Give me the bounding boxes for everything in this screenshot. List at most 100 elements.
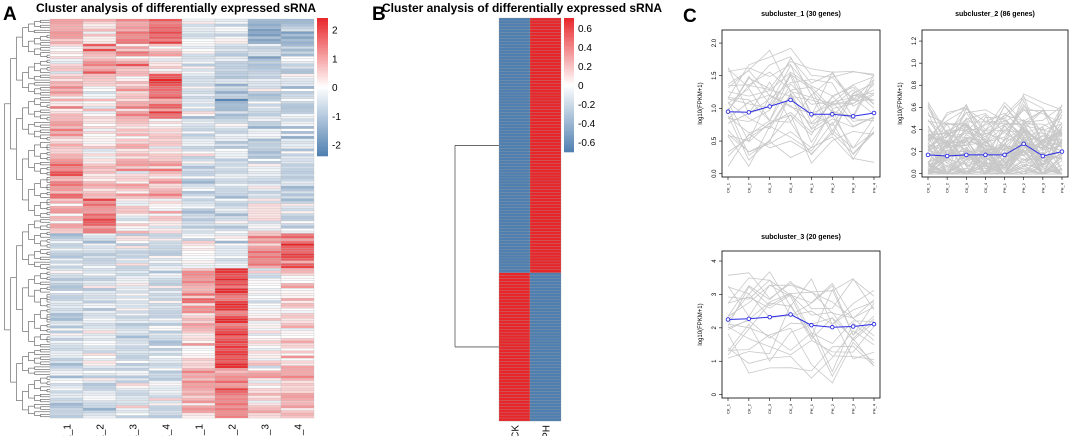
mean-point xyxy=(809,322,814,328)
heatmap-a-cell xyxy=(115,392,150,396)
heatmap-a-cell xyxy=(148,86,183,89)
heatmap-a-cell xyxy=(181,61,216,65)
heatmap-a-cell xyxy=(181,36,216,40)
heatmap-a-cell xyxy=(148,48,183,52)
heatmap-a-cell xyxy=(49,243,84,247)
heatmap-a-column-label: PH_3 xyxy=(261,424,272,436)
heatmap-a-cell xyxy=(82,43,117,47)
heatmap-a-cell xyxy=(82,188,117,192)
heatmap-a-cell xyxy=(247,333,282,336)
heatmap-a-cell xyxy=(115,96,150,99)
heatmap-a-cell xyxy=(49,205,84,209)
row-dendrogram-b xyxy=(454,145,499,348)
heatmap-a-cell xyxy=(247,348,282,351)
heatmap-a-cell xyxy=(115,91,150,94)
heatmap-a-cell xyxy=(280,153,315,157)
heatmap-a-cell xyxy=(247,106,282,109)
heatmap-a-cell xyxy=(49,290,84,294)
heatmap-a-cell xyxy=(82,58,117,62)
gene-line xyxy=(927,109,1063,151)
heatmap-a-cell xyxy=(247,91,282,94)
heatmap-a-cell xyxy=(148,98,183,102)
heatmap-a-cell xyxy=(49,141,84,144)
heatmap-a-cell xyxy=(214,250,249,254)
heatmap-b-cell xyxy=(498,296,531,300)
heatmap-b-cell xyxy=(529,417,562,422)
heatmap-a-cell xyxy=(214,215,249,219)
heatmap-b-cell xyxy=(498,17,531,22)
heatmap-a-cell xyxy=(214,141,249,144)
heatmap-a-cell xyxy=(82,233,117,237)
heatmap-a-cell xyxy=(148,76,183,80)
heatmap-a-cell xyxy=(148,46,183,50)
colorbar-b-tick-label: -0.2 xyxy=(578,100,596,111)
heatmap-a-cell xyxy=(148,36,183,40)
heatmap-a-cell xyxy=(82,101,117,104)
heatmap-a-cell xyxy=(148,108,183,112)
heatmap-b-cell xyxy=(498,243,531,247)
heatmap-a-cell xyxy=(49,390,84,394)
heatmap-a-cell xyxy=(280,253,315,257)
heatmap-a-cell xyxy=(247,93,282,97)
heatmap-a-cell xyxy=(214,260,249,264)
heatmap-a-cell xyxy=(49,278,84,282)
heatmap-a-cell xyxy=(247,53,282,57)
heatmap-a-cell xyxy=(280,71,315,75)
heatmap-a-cell xyxy=(214,225,249,229)
heatmap-b-cell xyxy=(529,130,562,134)
heatmap-b-cell xyxy=(529,406,562,410)
heatmap-a-cell xyxy=(280,258,315,262)
heatmap-a-cell xyxy=(181,91,216,94)
heatmap-a-cell xyxy=(247,405,282,409)
heatmap-a-cell xyxy=(181,111,216,114)
colorbar-b-tick-label: 0.2 xyxy=(578,62,592,73)
heatmap-a-cell xyxy=(82,158,117,162)
colorbar-a-segment xyxy=(317,34,328,37)
heatmap-a-cell xyxy=(49,253,84,257)
colorbar-a-tick-label: 0 xyxy=(332,83,338,94)
heatmap-a-cell xyxy=(280,405,315,409)
heatmap-a-cell xyxy=(181,76,216,80)
heatmap-a-cell xyxy=(247,328,282,331)
heatmap-a-cell xyxy=(49,38,84,42)
heatmap-a-cell xyxy=(280,173,315,177)
colorbar-b-tick-label: -0.4 xyxy=(578,119,596,130)
heatmap-a-cell xyxy=(49,178,84,182)
heatmap-a-cell xyxy=(115,170,150,174)
heatmap-b-cell xyxy=(498,169,531,173)
heatmap-a-cell xyxy=(115,208,150,212)
heatmap-a-cell xyxy=(148,131,183,134)
colorbar-a-segment xyxy=(317,144,328,148)
heatmap-b-cell xyxy=(498,234,531,238)
heatmap-b-cell xyxy=(498,225,531,229)
heatmap-a-cell xyxy=(247,168,282,172)
heatmap-a-cell xyxy=(82,395,117,399)
heatmap-a-cell xyxy=(115,318,150,321)
heatmap-a-cell xyxy=(214,228,249,232)
heatmap-a-cell xyxy=(82,348,117,351)
heatmap-a-cell xyxy=(82,225,117,229)
heatmap-a-cell xyxy=(214,96,249,99)
heatmap-a-cell xyxy=(115,313,150,316)
heatmap-a-cell xyxy=(49,215,84,219)
heatmap-a-cell xyxy=(49,233,84,237)
heatmap-a-cell xyxy=(280,363,315,366)
heatmap-a-cell xyxy=(82,290,117,294)
heatmap-a-cell xyxy=(148,397,183,401)
heatmap-a-cell xyxy=(247,300,282,304)
heatmap-a-cell xyxy=(181,123,216,127)
heatmap-a-cell xyxy=(115,203,150,207)
colorbar-b-segment xyxy=(564,102,574,106)
mean-trend-line xyxy=(927,143,1063,157)
heatmap-b-cell xyxy=(529,234,562,238)
heatmap-a-cell xyxy=(49,166,84,169)
heatmap-a-cell xyxy=(181,161,216,164)
heatmap-a-cell xyxy=(115,415,150,419)
heatmap-a-cell xyxy=(181,101,216,104)
heatmap-a-cell xyxy=(214,108,249,112)
heatmap-a-cell xyxy=(181,300,216,304)
heatmap-a-cell xyxy=(115,26,150,30)
colorbar-b-segment xyxy=(564,136,574,139)
colorbar-a-segment xyxy=(317,149,328,152)
heatmap-a-cell xyxy=(82,210,117,214)
